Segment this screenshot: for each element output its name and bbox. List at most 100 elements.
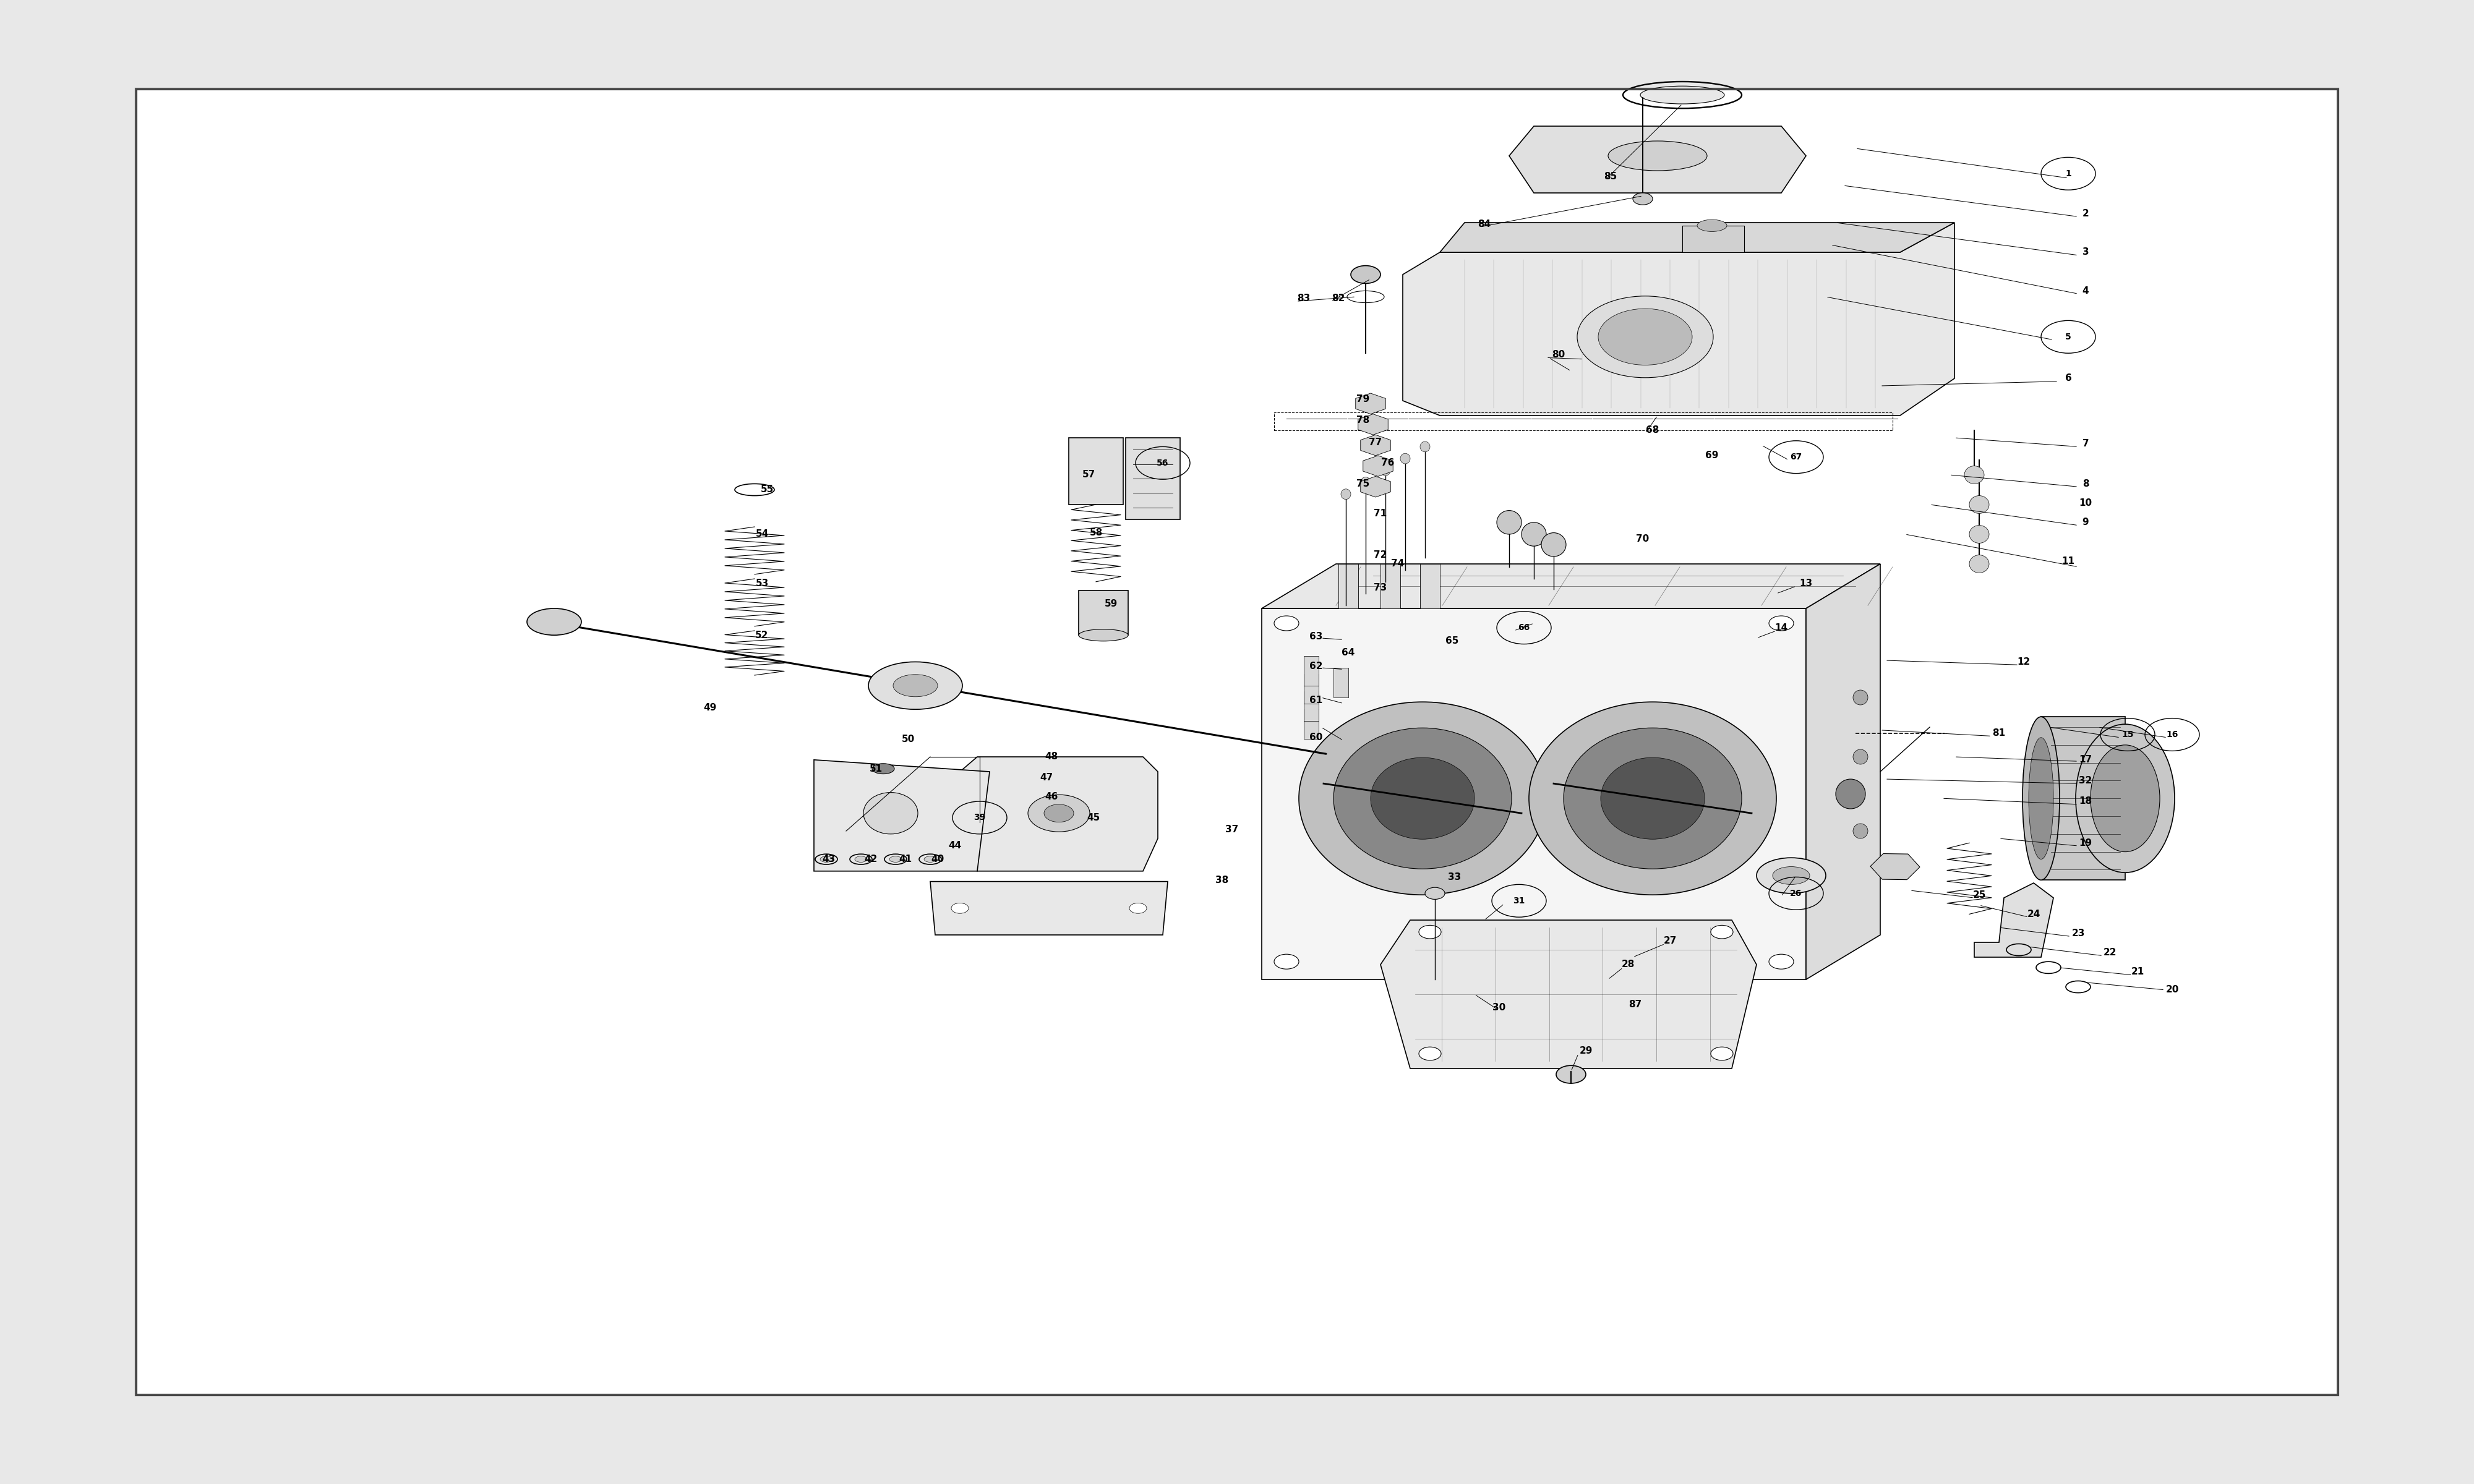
Text: 37: 37 bbox=[1225, 825, 1239, 834]
Ellipse shape bbox=[1964, 466, 1984, 484]
Ellipse shape bbox=[1969, 525, 1989, 543]
Text: 87: 87 bbox=[1628, 1000, 1643, 1009]
Ellipse shape bbox=[1578, 295, 1712, 377]
Polygon shape bbox=[930, 881, 1168, 935]
Text: 76: 76 bbox=[1380, 459, 1395, 467]
Bar bbox=[1380, 564, 1400, 608]
Bar bbox=[1333, 668, 1348, 697]
Polygon shape bbox=[1509, 126, 1806, 193]
Polygon shape bbox=[2041, 717, 2125, 880]
Text: 81: 81 bbox=[1992, 729, 2006, 738]
Ellipse shape bbox=[1341, 490, 1351, 500]
Text: 53: 53 bbox=[755, 579, 769, 588]
Ellipse shape bbox=[1598, 309, 1692, 365]
Text: 40: 40 bbox=[930, 855, 945, 864]
Text: 80: 80 bbox=[1551, 350, 1566, 359]
Ellipse shape bbox=[1541, 533, 1566, 556]
Text: 29: 29 bbox=[1578, 1046, 1593, 1055]
Ellipse shape bbox=[1029, 795, 1089, 831]
Text: 62: 62 bbox=[1309, 662, 1324, 671]
Text: 60: 60 bbox=[1309, 733, 1324, 742]
Text: 18: 18 bbox=[2078, 797, 2093, 806]
Bar bbox=[1126, 438, 1180, 519]
Bar bbox=[1304, 674, 1319, 703]
Ellipse shape bbox=[1601, 757, 1705, 840]
Text: 70: 70 bbox=[1635, 534, 1650, 543]
Text: 49: 49 bbox=[703, 703, 717, 712]
Ellipse shape bbox=[893, 674, 938, 696]
Text: 69: 69 bbox=[1705, 451, 1719, 460]
Text: 82: 82 bbox=[1331, 294, 1346, 303]
Polygon shape bbox=[1974, 883, 2053, 957]
Bar bbox=[1069, 438, 1123, 505]
Bar bbox=[1420, 564, 1440, 608]
Ellipse shape bbox=[1299, 702, 1546, 895]
Text: 10: 10 bbox=[2078, 499, 2093, 508]
Text: 58: 58 bbox=[1089, 528, 1103, 537]
Ellipse shape bbox=[1633, 193, 1653, 205]
Text: 44: 44 bbox=[948, 841, 962, 850]
Text: 21: 21 bbox=[2130, 968, 2145, 976]
Text: 71: 71 bbox=[1373, 509, 1388, 518]
Ellipse shape bbox=[1853, 690, 1868, 705]
Ellipse shape bbox=[1969, 555, 1989, 573]
Ellipse shape bbox=[891, 856, 901, 862]
Ellipse shape bbox=[2091, 745, 2160, 852]
Ellipse shape bbox=[1640, 86, 1724, 104]
Ellipse shape bbox=[1380, 464, 1390, 476]
Text: 12: 12 bbox=[2016, 657, 2031, 666]
Text: 22: 22 bbox=[2103, 948, 2118, 957]
Text: 47: 47 bbox=[1039, 773, 1054, 782]
Ellipse shape bbox=[1853, 749, 1868, 764]
Text: 55: 55 bbox=[760, 485, 774, 494]
Bar bbox=[1682, 226, 1744, 252]
Text: 72: 72 bbox=[1373, 551, 1388, 559]
Text: 17: 17 bbox=[2078, 755, 2093, 764]
Ellipse shape bbox=[1420, 1048, 1440, 1060]
Ellipse shape bbox=[1361, 478, 1371, 488]
Text: 31: 31 bbox=[1514, 896, 1524, 905]
Text: 75: 75 bbox=[1356, 479, 1371, 488]
Text: 61: 61 bbox=[1309, 696, 1324, 705]
Text: 24: 24 bbox=[2026, 910, 2041, 919]
Polygon shape bbox=[1806, 564, 1880, 979]
Ellipse shape bbox=[1351, 266, 1380, 283]
Text: 33: 33 bbox=[1447, 873, 1462, 881]
Text: 41: 41 bbox=[898, 855, 913, 864]
Text: 23: 23 bbox=[2071, 929, 2086, 938]
FancyBboxPatch shape bbox=[136, 89, 2338, 1395]
Polygon shape bbox=[1262, 564, 1880, 608]
Ellipse shape bbox=[1274, 616, 1299, 631]
Ellipse shape bbox=[1769, 616, 1794, 631]
Ellipse shape bbox=[2076, 724, 2175, 873]
Text: 3: 3 bbox=[2083, 248, 2088, 257]
Text: 59: 59 bbox=[1103, 600, 1118, 608]
Ellipse shape bbox=[1425, 887, 1445, 899]
Ellipse shape bbox=[1420, 926, 1440, 938]
Ellipse shape bbox=[1608, 141, 1707, 171]
Ellipse shape bbox=[1564, 727, 1742, 868]
Polygon shape bbox=[814, 760, 990, 871]
Ellipse shape bbox=[856, 856, 868, 862]
Text: 2: 2 bbox=[2083, 209, 2088, 218]
Text: 79: 79 bbox=[1356, 395, 1371, 404]
Ellipse shape bbox=[863, 792, 918, 834]
Bar bbox=[1079, 591, 1128, 635]
Bar bbox=[1338, 564, 1358, 608]
Text: 9: 9 bbox=[2083, 518, 2088, 527]
Bar bbox=[1304, 692, 1319, 721]
Ellipse shape bbox=[950, 902, 970, 913]
Text: 28: 28 bbox=[1620, 960, 1635, 969]
Text: 11: 11 bbox=[2061, 556, 2076, 565]
Ellipse shape bbox=[1769, 954, 1794, 969]
Text: 42: 42 bbox=[863, 855, 878, 864]
Ellipse shape bbox=[1400, 454, 1410, 463]
Text: 66: 66 bbox=[1519, 623, 1529, 632]
Ellipse shape bbox=[2024, 717, 2058, 880]
Text: 13: 13 bbox=[1799, 579, 1813, 588]
Ellipse shape bbox=[1128, 902, 1148, 913]
Text: 1: 1 bbox=[2066, 169, 2071, 178]
Bar bbox=[1274, 413, 1893, 430]
Ellipse shape bbox=[1757, 858, 1826, 893]
Text: 43: 43 bbox=[821, 855, 836, 864]
